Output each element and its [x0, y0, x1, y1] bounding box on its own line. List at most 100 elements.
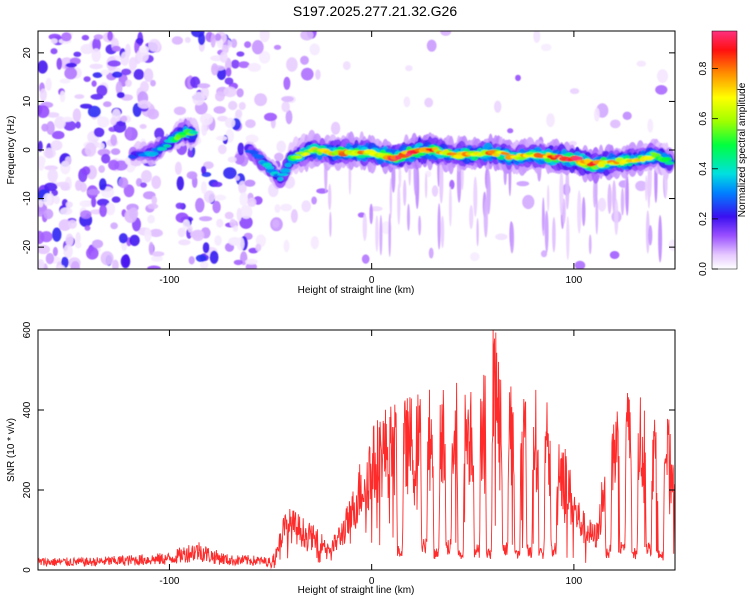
heatmap-cell [245, 134, 259, 144]
heatmap-cell [75, 232, 81, 244]
heatmap-cell [647, 118, 654, 133]
heatmap-cell [448, 186, 452, 227]
heatmap-cell [574, 260, 586, 269]
heatmap-cell [44, 182, 58, 192]
heatmap-cell [154, 127, 165, 140]
heatmap-cell [147, 265, 161, 269]
heatmap-cell [59, 207, 73, 215]
snr-series-line [38, 330, 675, 570]
colorbar-tick-label: 0.8 [698, 61, 709, 75]
heatmap-cell [236, 88, 244, 98]
heatmap-cell [43, 147, 56, 159]
heatmap-cell [217, 115, 228, 122]
heatmap-cell [173, 106, 186, 116]
heatmap-cell [310, 236, 319, 250]
heatmap-cell [668, 239, 675, 251]
heatmap-cell [43, 193, 53, 207]
heatmap-cell [388, 213, 392, 257]
heatmap-cell [199, 113, 214, 126]
heatmap-cell [45, 77, 52, 91]
snr-x-axis-title: Height of straight line (km) [298, 585, 415, 596]
heatmap-cell [655, 85, 668, 95]
heatmap-cell [150, 79, 156, 87]
colorbar-gradient [712, 31, 737, 269]
heatmap-cell [379, 215, 383, 256]
heatmap-cell [129, 207, 139, 220]
heatmap-cell [105, 202, 116, 216]
heatmap-cell [84, 225, 91, 231]
heatmap-cell [100, 69, 110, 76]
heatmap-cell [110, 148, 121, 156]
heatmap-cell [473, 176, 478, 217]
heatmap-cell [540, 250, 548, 258]
heatmap-cell [597, 197, 607, 212]
heatmap-cell [79, 200, 93, 208]
heatmap-cell [225, 67, 232, 77]
heatmap-cell [98, 165, 105, 173]
heatmap-cell [51, 189, 58, 197]
heatmap-cell [280, 168, 291, 173]
heatmap-cell [428, 247, 434, 259]
heatmap-cell [264, 112, 277, 122]
heatmap-cell [38, 244, 51, 255]
spectrogram-y-tick-label: 20 [22, 47, 33, 59]
heatmap-cell [38, 230, 45, 245]
heatmap-cell [491, 153, 500, 157]
heatmap-cell [47, 168, 58, 183]
colorbar-frame [711, 30, 738, 270]
heatmap-cell [50, 140, 63, 151]
heatmap-cell [300, 55, 309, 65]
heatmap-cell [216, 135, 228, 141]
heatmap-cell [664, 161, 674, 165]
heatmap-cell [113, 121, 127, 133]
heatmap-cell [50, 38, 58, 44]
heatmap-cell [622, 111, 632, 121]
heatmap-cell [533, 31, 541, 43]
heatmap-cell [224, 77, 234, 85]
heatmap-cell [56, 264, 66, 269]
spectrogram-x-tick-label: -100 [159, 275, 179, 286]
heatmap-cell [149, 228, 163, 238]
heatmap-cell [107, 31, 113, 41]
heatmap-cell [301, 200, 312, 213]
heatmap-cell [38, 105, 50, 118]
heatmap-cell [187, 225, 193, 233]
heatmap-cell [559, 170, 564, 216]
heatmap-cell [91, 80, 97, 87]
heatmap-cell [81, 34, 90, 41]
heatmap-cell [211, 63, 219, 76]
heatmap-cell [657, 69, 668, 83]
colorbar-tick-label: 0.4 [698, 161, 709, 175]
heatmap-cell [231, 59, 240, 69]
heatmap-cell [223, 86, 237, 98]
heatmap-cell [56, 181, 70, 188]
heatmap-cell [424, 97, 434, 108]
snr-y-tick-label: 400 [22, 401, 33, 418]
heatmap-cell [135, 37, 144, 45]
heatmap-cell [254, 93, 267, 107]
heatmap-cell [424, 173, 428, 199]
heatmap-cell [99, 178, 107, 191]
heatmap-cell [107, 60, 121, 67]
heatmap-cell [571, 156, 583, 162]
snr-x-tick-label: -100 [159, 576, 179, 587]
heatmap-cell [240, 205, 253, 219]
heatmap-cell [46, 121, 55, 135]
heatmap-cell [75, 180, 82, 191]
heatmap-cell [398, 165, 402, 189]
snr-background [38, 330, 675, 570]
heatmap-cell [53, 195, 60, 205]
heatmap-cell [259, 31, 270, 43]
heatmap-cell [494, 100, 502, 113]
heatmap-cell [542, 197, 545, 231]
colorbar-tick-label: 0.0 [698, 262, 709, 276]
snr-x-tick-label: 0 [369, 576, 375, 587]
heatmap-cell [244, 41, 252, 48]
heatmap-cell [285, 110, 293, 125]
heatmap-cell [212, 200, 221, 214]
heatmap-cell [238, 61, 250, 69]
heatmap-cell [495, 233, 508, 241]
heatmap-cell [237, 142, 245, 156]
